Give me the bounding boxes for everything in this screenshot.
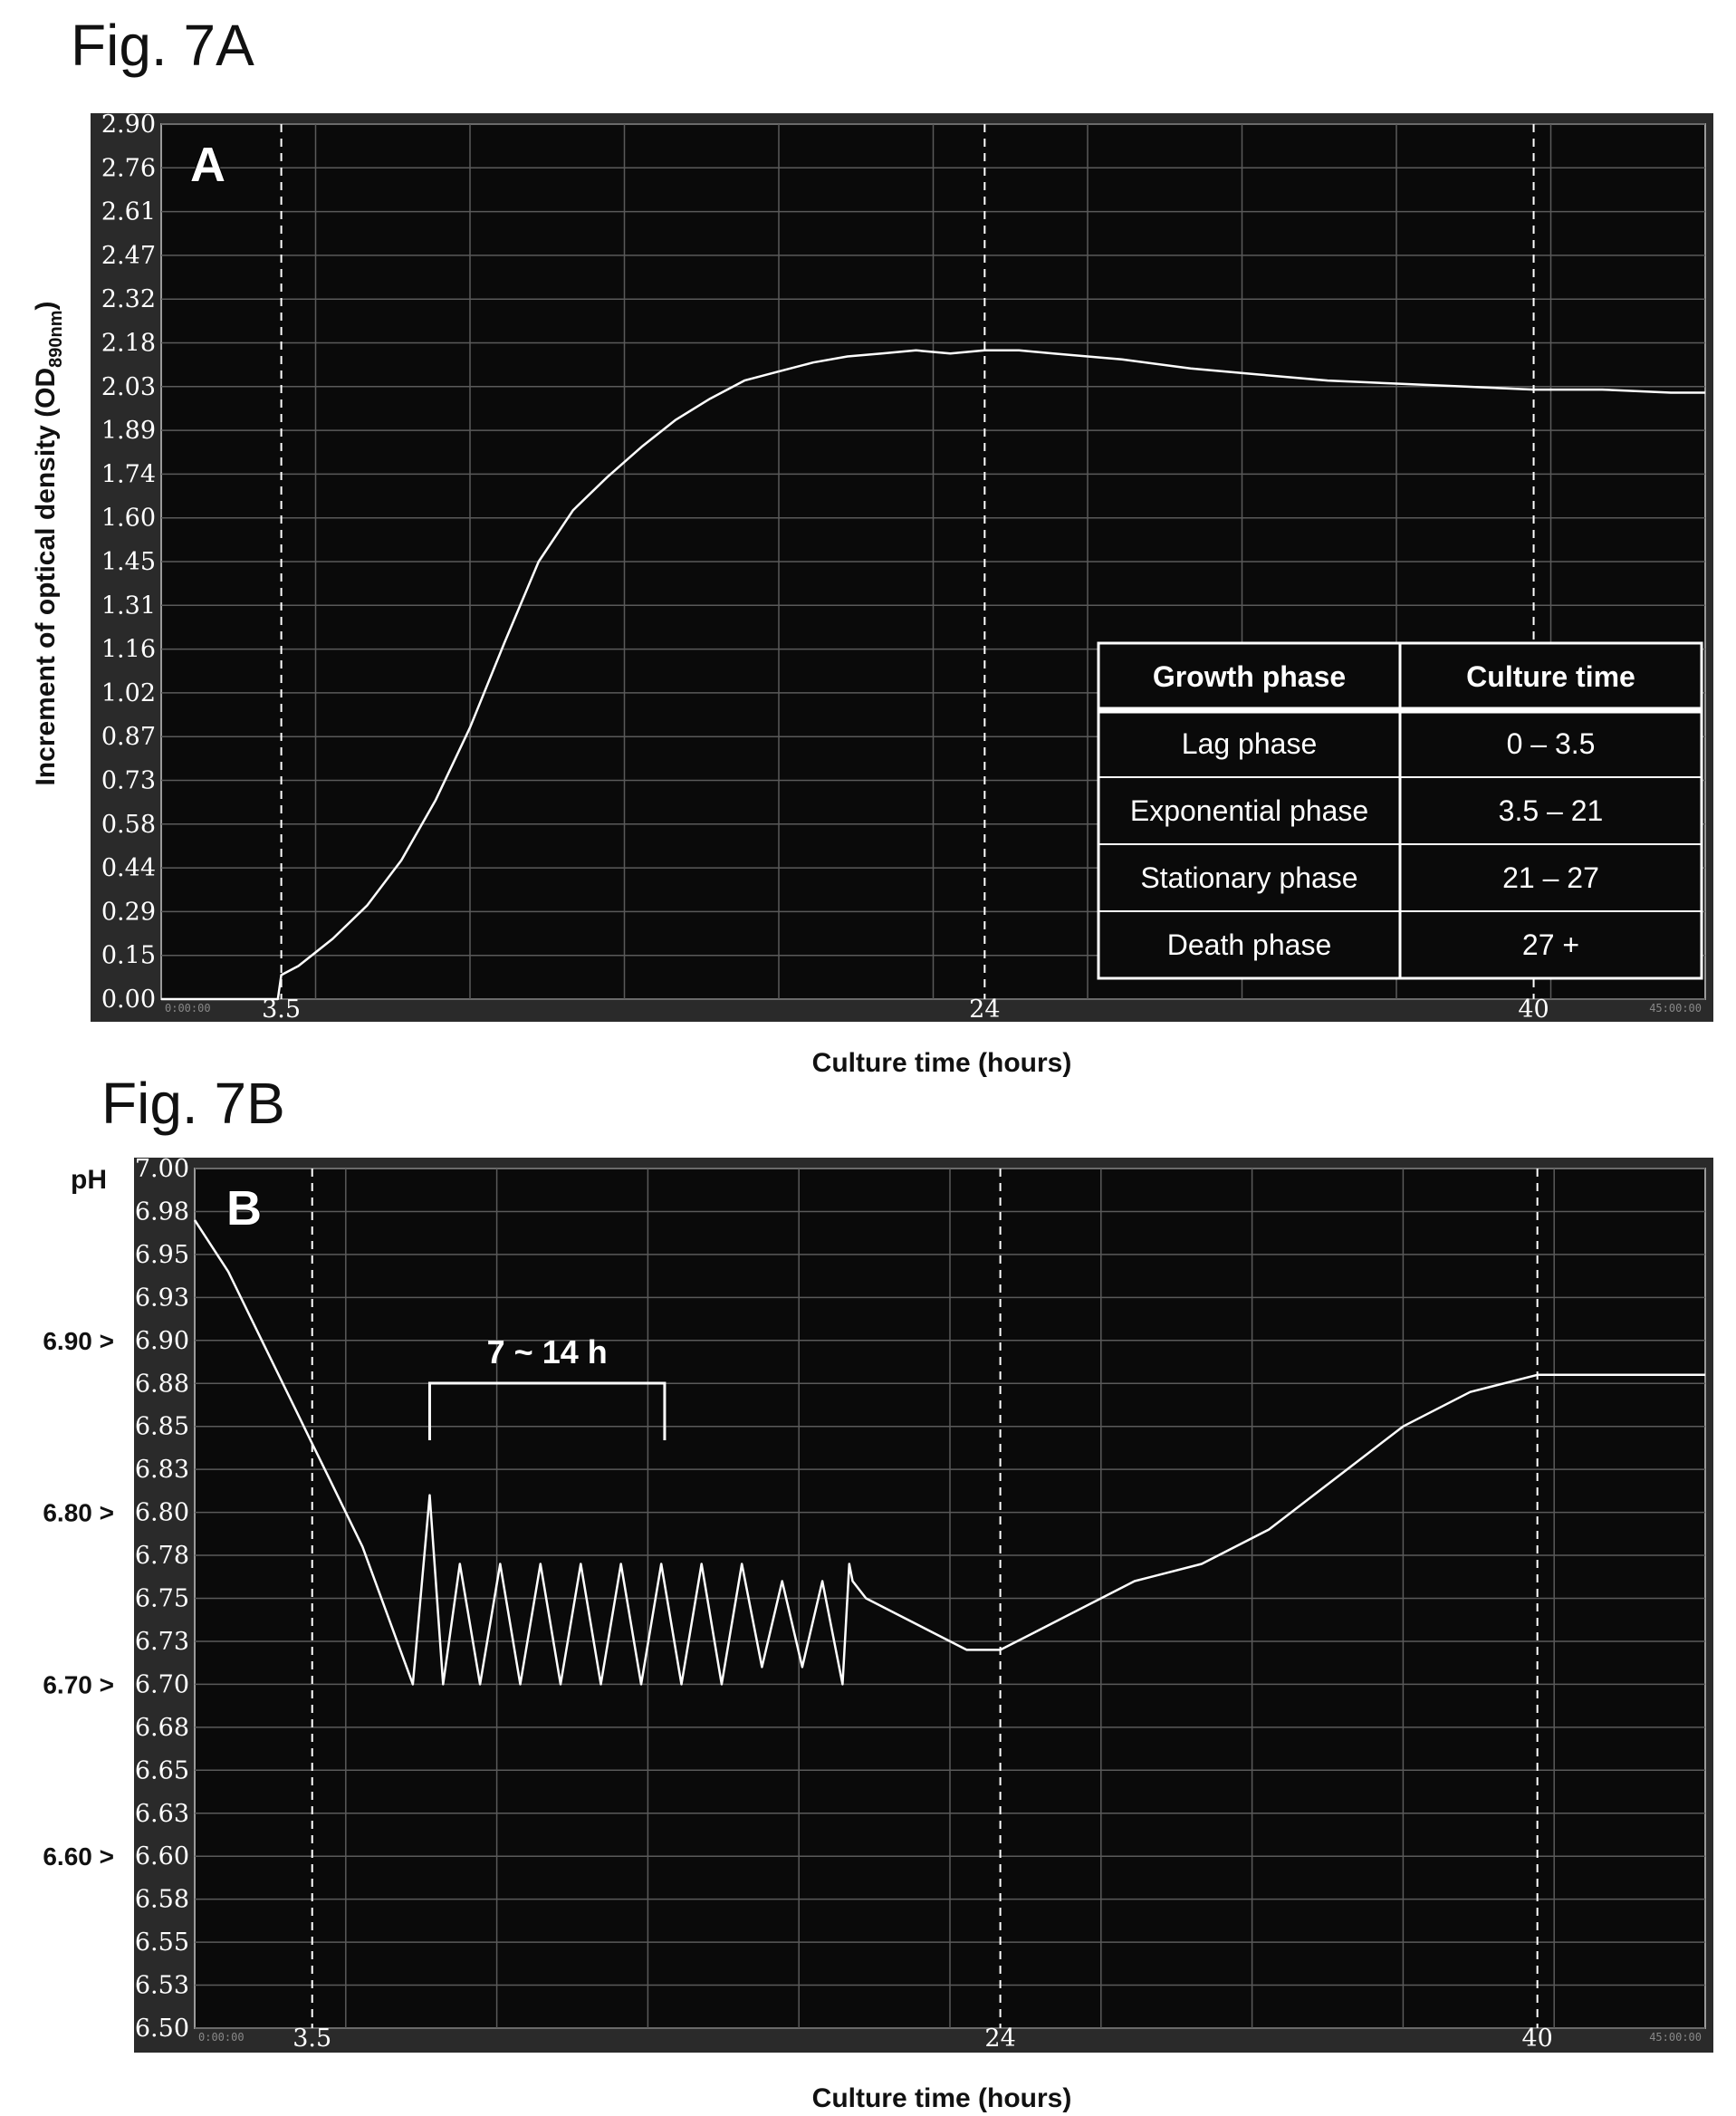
y-tick-label: 6.75 — [135, 1585, 189, 1613]
bracket-label: 7 ~ 14 h — [487, 1333, 608, 1371]
y-tick-label: 6.78 — [135, 1542, 189, 1570]
y-tick-label: 6.95 — [135, 1241, 189, 1269]
y-axis-title-a-sub: 890nm — [46, 310, 66, 367]
x-tick-label: 3.5 — [293, 2025, 331, 2053]
y-tick-label: 6.58 — [135, 1886, 189, 1914]
y-tick-label: 0.87 — [101, 723, 156, 751]
y-tick-label: 0.44 — [101, 854, 156, 882]
bracket-line — [427, 1381, 667, 1440]
growth-phase-table: Growth phase Culture time Lag phase 0 – 3.5… — [1097, 641, 1703, 980]
table-header-cell: Growth phase — [1153, 660, 1346, 693]
y-axis-title-a: Increment of optical density (OD890nm) — [31, 301, 66, 785]
setpoint-marker: 6.70 > — [43, 1670, 114, 1698]
table-cell: Lag phase — [1182, 727, 1317, 760]
y-tick-label: 2.03 — [101, 373, 156, 401]
y-tick-label: 1.45 — [101, 548, 156, 576]
y-tick-label: 6.70 — [135, 1670, 189, 1698]
figure-label-b: Fig. 7B — [101, 1071, 285, 1136]
y-tick-label: 6.73 — [135, 1628, 189, 1656]
y-tick-label: 1.89 — [101, 417, 156, 445]
x-tick-label: 24 — [969, 995, 1000, 1024]
y-tick-label: 2.18 — [101, 330, 156, 358]
setpoint-markers: 6.90 > 6.80 > 6.70 > 6.60 > — [43, 1327, 114, 1871]
y-tick-label: 2.47 — [101, 242, 156, 270]
y-tick-label: 6.53 — [135, 1972, 189, 2000]
y-tick-label: 2.90 — [101, 111, 156, 139]
y-tick-label: 0.00 — [101, 986, 156, 1014]
table-cell: Exponential phase — [1130, 794, 1368, 827]
y-tick-label: 7.00 — [135, 1155, 189, 1183]
x-tick-label: 40 — [1518, 995, 1549, 1024]
x-tick-label: 40 — [1521, 2025, 1552, 2053]
table-cell: Death phase — [1167, 928, 1331, 961]
x-end-timestamp: 45:00:00 — [1649, 1002, 1702, 1015]
y-tick-label: 6.50 — [135, 2015, 189, 2043]
x-tick-label: 24 — [984, 2025, 1015, 2053]
y-tick-label: 1.31 — [101, 592, 156, 620]
y-tick-label: 6.55 — [135, 1928, 189, 1957]
y-tick-label: 0.29 — [101, 898, 156, 926]
y-axis-title-a-main: Increment of optical density (OD — [31, 368, 61, 786]
figure-label-a: Fig. 7A — [71, 13, 254, 78]
y-tick-label: 1.02 — [101, 679, 156, 707]
chart-a: 2.90 2.76 2.61 2.47 2.32 2.18 2.03 1.89 1.74 1.60… — [91, 111, 1713, 1024]
y-tick-label: 1.60 — [101, 505, 156, 533]
y-tick-label: 6.90 — [135, 1327, 189, 1355]
x-tick-label: 3.5 — [262, 995, 301, 1024]
y-tick-label: 0.58 — [101, 811, 156, 839]
setpoint-marker: 6.60 > — [43, 1842, 114, 1871]
y-tick-label: 0.15 — [101, 942, 156, 970]
y-tick-label: 0.73 — [101, 767, 156, 795]
annotation-bracket: 7 ~ 14 h — [427, 1333, 667, 1440]
panel-letter-b: B — [226, 1181, 262, 1236]
y-tick-label: 2.32 — [101, 285, 156, 313]
series-line — [193, 1219, 1705, 1686]
series-line — [161, 349, 1705, 1001]
y-tick-label: 2.61 — [101, 198, 156, 226]
y-tick-label: 6.85 — [135, 1413, 189, 1441]
x-axis-title-a: Culture time (hours) — [812, 1048, 1072, 1078]
y-tick-label: 6.60 — [135, 1842, 189, 1871]
table-header-cell: Culture time — [1466, 660, 1635, 693]
y-tick-label: 1.74 — [101, 460, 156, 488]
chart-b: 7.00 6.98 6.95 6.93 6.90 6.88 6.85 6.83 6.80 6.78… — [134, 1155, 1713, 2053]
y-tick-label: 6.88 — [135, 1370, 189, 1398]
table-cell: 27 + — [1522, 928, 1579, 961]
table-cell: 21 – 27 — [1502, 861, 1599, 894]
panel-letter-a: A — [190, 138, 225, 192]
y-tick-label: 2.76 — [101, 154, 156, 182]
table-cell: 0 – 3.5 — [1507, 727, 1596, 760]
x-end-timestamp: 45:00:00 — [1649, 2031, 1702, 2044]
table-cell: Stationary phase — [1140, 861, 1357, 894]
y-tick-label: 6.65 — [135, 1756, 189, 1784]
setpoint-marker: 6.80 > — [43, 1499, 114, 1527]
y-tick-label: 1.16 — [101, 636, 156, 664]
y-tick-label: 6.93 — [135, 1284, 189, 1312]
y-tick-label: 6.98 — [135, 1197, 189, 1226]
x-start-timestamp: 0:00:00 — [165, 1002, 211, 1015]
table-cell: 3.5 – 21 — [1499, 794, 1604, 827]
y-tick-label: 6.80 — [135, 1499, 189, 1527]
setpoint-marker: 6.90 > — [43, 1327, 114, 1355]
y-tick-label: 6.83 — [135, 1456, 189, 1484]
x-axis-title-b: Culture time (hours) — [812, 2083, 1072, 2113]
y-tick-label: 6.68 — [135, 1714, 189, 1742]
y-tick-label: 6.63 — [135, 1800, 189, 1828]
y-axis-title-a-close: ) — [31, 301, 61, 310]
y-axis-title-b: pH — [71, 1165, 107, 1195]
x-start-timestamp: 0:00:00 — [198, 2031, 245, 2044]
